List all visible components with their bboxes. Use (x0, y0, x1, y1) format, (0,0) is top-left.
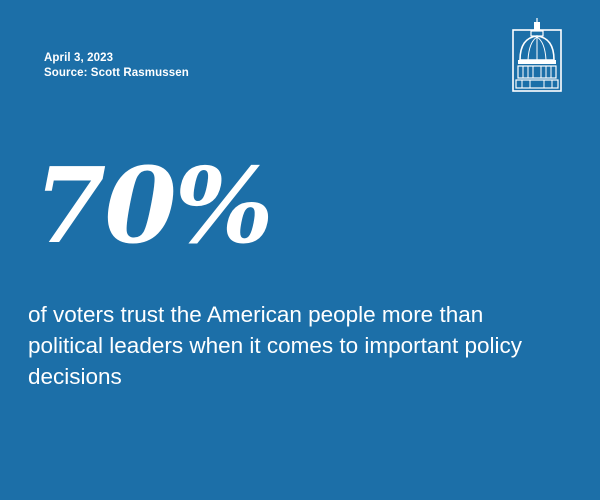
capitol-dome-icon (512, 18, 562, 92)
source-text: Source: Scott Rasmussen (44, 67, 189, 79)
meta-block: April 3, 2023 Source: Scott Rasmussen (44, 51, 189, 81)
stat-caption: of voters trust the American people more… (28, 302, 522, 389)
date-text: April 3, 2023 (44, 52, 114, 64)
headline-stat: 70% (34, 144, 274, 267)
